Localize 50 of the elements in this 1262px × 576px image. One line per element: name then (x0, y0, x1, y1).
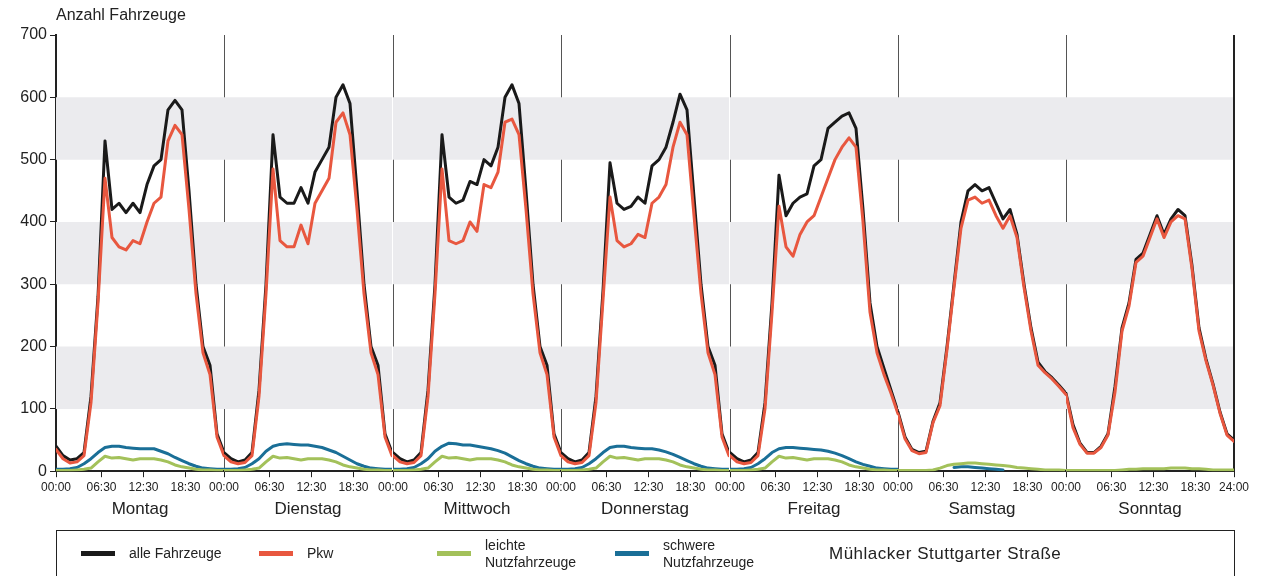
x-tick-label: 06:30 (928, 479, 959, 494)
x-axis-title: Donnerstag (601, 499, 690, 519)
x-tick-label: 06:30 (1096, 479, 1128, 494)
x-tick-label: 12:30 (1138, 479, 1170, 494)
y-tick-label: 600 (20, 87, 48, 105)
y-tick-label: 300 (20, 274, 48, 292)
x-tick-label: 00:00 (546, 479, 577, 494)
x-tick-label: 18:30 (170, 479, 201, 494)
x-tick-label: 00:00 (882, 479, 914, 494)
x-tick-label: 06:30 (423, 479, 454, 494)
x-axis-title: Sonntag (1118, 499, 1183, 519)
x-tick-label: 18:30 (1012, 479, 1043, 494)
x-axis-title: Samstag (948, 499, 1016, 519)
x-tick-label: 12:30 (465, 479, 496, 494)
x-axis-title: Montag (111, 499, 169, 519)
x-tick-label: 18:30 (1180, 479, 1212, 494)
x-tick-label: 12:30 (128, 479, 159, 494)
x-tick-label: 18:30 (844, 479, 875, 494)
x-tick-label: 12:30 (802, 479, 833, 494)
x-tick-label: 18:30 (338, 479, 370, 494)
x-tick-label: 00:00 (209, 479, 240, 494)
legend-label: Pkw (307, 545, 335, 562)
x-tick-label: 00:00 (40, 479, 72, 494)
y-tick-label: 400 (20, 212, 48, 230)
x-tick-label: 18:30 (675, 479, 707, 494)
x-tick-label: 18:30 (507, 479, 538, 494)
x-tick-label: 12:30 (296, 479, 328, 494)
y-tick-label: 500 (20, 150, 48, 168)
x-tick-label: 12:30 (970, 479, 1001, 494)
x-axis-title: Dienstag (274, 499, 342, 519)
y-axis-title: Anzahl Fahrzeuge (56, 6, 186, 24)
legend-label: leichte Nutzfahrzeuge (485, 536, 578, 571)
x-tick-label: 06:30 (254, 479, 286, 494)
text: Mühlacker Stuttgarter Straße (829, 543, 1062, 564)
y-tick-label: 700 (20, 25, 48, 43)
x-tick-label: 06:30 (591, 479, 623, 494)
x-tick-label: 00:00 (1051, 479, 1082, 494)
x-tick-label: 24:00 (1219, 479, 1250, 494)
x-axis-title: Mittwoch (443, 499, 511, 519)
y-tick-label: 100 (20, 399, 48, 417)
x-axis-title: Freitag (787, 499, 841, 519)
legend-label: schwere Nutzfahrzeuge (663, 536, 756, 571)
y-tick-label: 0 (38, 461, 48, 479)
x-tick-label: 06:30 (760, 479, 791, 494)
y-tick-label: 200 (20, 336, 48, 354)
legend-label: alle Fahrzeuge (129, 545, 223, 562)
x-tick-label: 06:30 (86, 479, 117, 494)
x-tick-label: 00:00 (714, 479, 745, 494)
x-tick-label: 00:00 (377, 479, 409, 494)
x-tick-label: 12:30 (633, 479, 665, 494)
